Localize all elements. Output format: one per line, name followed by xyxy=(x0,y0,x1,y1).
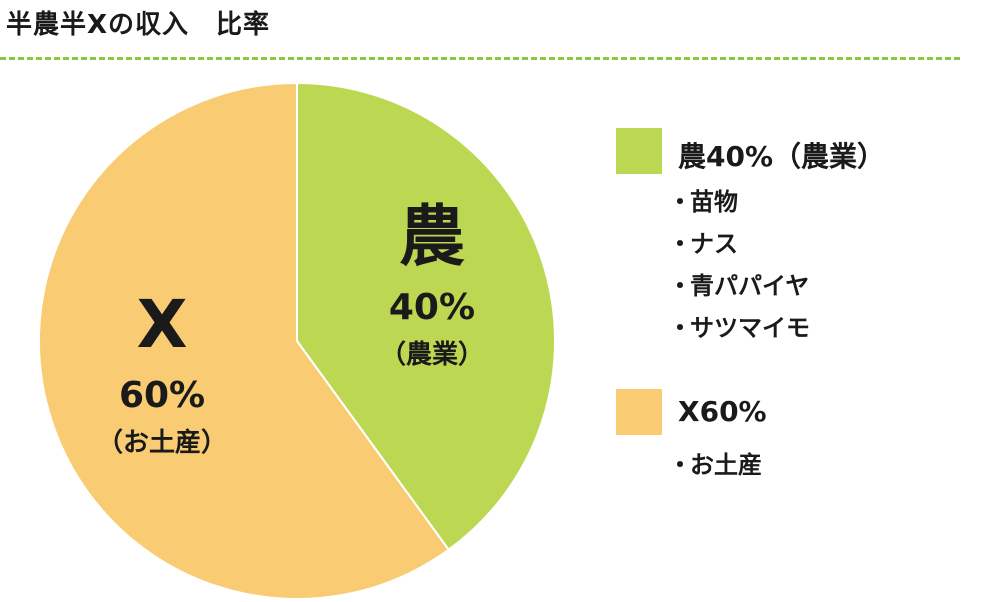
bullet-icon: ・ xyxy=(668,314,692,342)
slice-big-label: 農 xyxy=(399,198,465,275)
dashed-divider xyxy=(0,57,960,60)
legend-item-label: 青パパイヤ xyxy=(690,272,810,300)
pie-slice-farm xyxy=(296,81,556,552)
slice-sub-label: （お土産） xyxy=(97,427,227,458)
legend-list-x: ・お土産 xyxy=(668,444,762,486)
slice-sub-label: （農業） xyxy=(380,340,484,370)
legend-swatch-x xyxy=(616,389,662,435)
slice-percent-label: 40% xyxy=(389,287,475,328)
legend-title-farm: 農40%（農業） xyxy=(678,140,886,173)
slice-big-label: X xyxy=(137,286,188,363)
pie-label-x: X 60% （お土産） xyxy=(97,286,227,458)
chart-title: 半農半Xの収入 比率 xyxy=(6,10,271,40)
bullet-icon: ・ xyxy=(668,451,692,479)
legend-item: ・サツマイモ xyxy=(668,307,810,349)
legend-item-label: 苗物 xyxy=(690,188,738,216)
slice-percent-label: 60% xyxy=(119,375,205,416)
pie-slice-x xyxy=(38,81,451,600)
legend-swatch-farm xyxy=(616,128,662,174)
pie-label-farm: 農 40% （農業） xyxy=(380,198,484,370)
legend-item-label: ナス xyxy=(690,230,738,258)
bullet-icon: ・ xyxy=(668,230,692,258)
legend-item-label: お土産 xyxy=(690,451,762,479)
bullet-icon: ・ xyxy=(668,272,692,300)
legend-item: ・お土産 xyxy=(668,444,762,486)
legend-item: ・苗物 xyxy=(668,181,810,223)
legend-list-farm: ・苗物 ・ナス ・青パパイヤ ・サツマイモ xyxy=(668,181,810,349)
legend-item: ・青パパイヤ xyxy=(668,265,810,307)
legend-title-x: X60% xyxy=(678,395,767,428)
legend-item-label: サツマイモ xyxy=(690,314,810,342)
bullet-icon: ・ xyxy=(668,188,692,216)
legend-item: ・ナス xyxy=(668,223,810,265)
